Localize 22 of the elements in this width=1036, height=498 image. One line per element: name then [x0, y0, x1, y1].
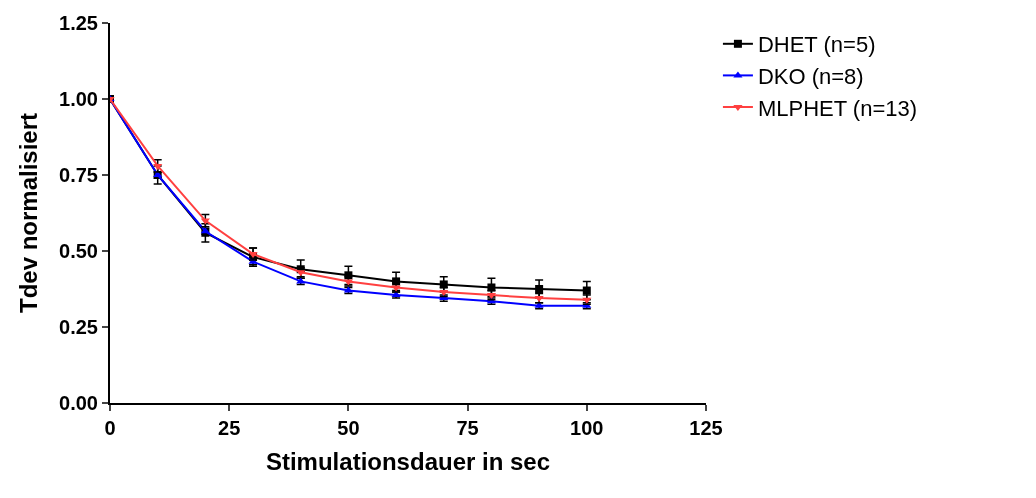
x-axis-title: Stimulationsdauer in sec — [265, 447, 551, 475]
x-tick-label: 0 — [104, 417, 116, 439]
legend-label: DHET (n=5) — [757, 32, 876, 58]
x-tick-label: 100 — [570, 417, 604, 439]
point — [534, 296, 544, 303]
x-tick-label: 75 — [456, 417, 479, 439]
point — [153, 163, 163, 170]
legend-label: MLPHET (n=13) — [757, 95, 918, 121]
y-tick-label: 0.75 — [59, 164, 98, 186]
point — [296, 270, 306, 277]
y-axis-title: Tdev normalisiert — [14, 112, 42, 314]
y-tick-label: 0.25 — [59, 316, 98, 338]
x-tick-label: 125 — [689, 417, 723, 439]
point — [439, 290, 449, 297]
legend-label: DKO (n=8) — [757, 63, 864, 89]
y-tick-label: 1.25 — [59, 12, 98, 34]
x-tick-label: 50 — [337, 417, 360, 439]
y-tick-label: 0.50 — [59, 240, 98, 262]
x-tick-label: 25 — [218, 417, 241, 439]
y-tick-label: 0.00 — [59, 392, 98, 414]
point — [535, 285, 544, 293]
y-tick-label: 1.00 — [59, 88, 98, 110]
